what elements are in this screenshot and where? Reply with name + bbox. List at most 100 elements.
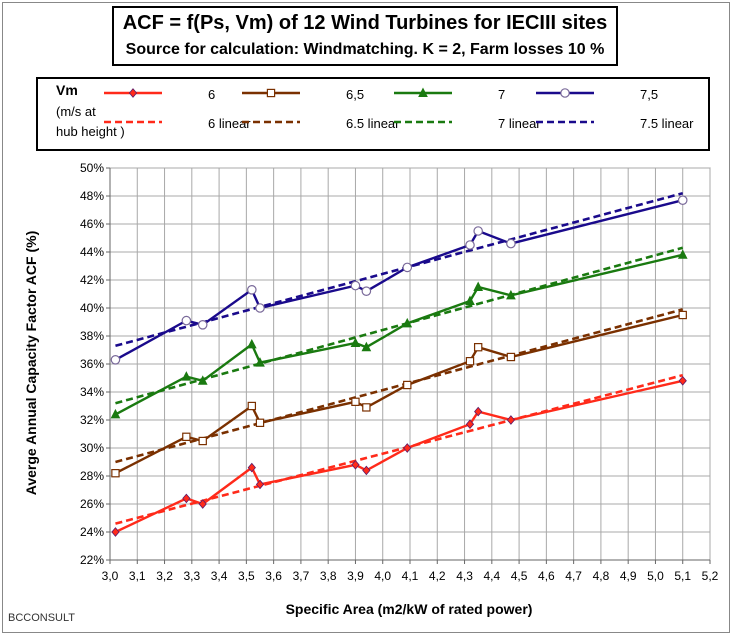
data-point bbox=[247, 462, 256, 473]
legend: Vm (m/s at hub height ) 6 6 linear 6,5 6… bbox=[36, 77, 710, 151]
data-point bbox=[198, 499, 207, 509]
y-tick-label: 32% bbox=[80, 413, 104, 427]
trend-line-3 bbox=[115, 191, 684, 348]
y-tick-label: 48% bbox=[80, 189, 104, 203]
y-tick-label: 34% bbox=[80, 385, 104, 399]
data-point bbox=[110, 408, 121, 419]
legend-label-6-5: 6,5 bbox=[346, 87, 365, 102]
data-point bbox=[402, 317, 413, 328]
x-tick-label: 3,3 bbox=[183, 569, 200, 583]
data-point bbox=[255, 303, 265, 313]
data-point bbox=[474, 406, 483, 417]
data-point bbox=[465, 295, 475, 306]
x-tick-label: 3,4 bbox=[211, 569, 228, 583]
data-point bbox=[246, 338, 257, 349]
x-tick-label: 5,1 bbox=[674, 569, 691, 583]
x-tick-label: 4,2 bbox=[429, 569, 446, 583]
legend-label-7-5: 7,5 bbox=[640, 87, 659, 102]
y-tick-label: 46% bbox=[80, 217, 104, 231]
legend-subheader-2: hub height ) bbox=[56, 124, 125, 139]
x-tick-label: 4,1 bbox=[402, 569, 419, 583]
data-point bbox=[402, 262, 413, 273]
x-tick-label: 3,8 bbox=[320, 569, 337, 583]
data-point bbox=[677, 249, 688, 259]
chart-subtitle: Source for calculation: Windmatching. K … bbox=[125, 41, 605, 58]
data-point bbox=[473, 281, 484, 292]
y-tick-label: 38% bbox=[80, 329, 104, 343]
x-tick-label: 3,2 bbox=[156, 569, 173, 583]
y-tick-label: 22% bbox=[80, 553, 104, 567]
x-tick-label: 5,0 bbox=[647, 569, 664, 583]
y-tick-label: 28% bbox=[80, 469, 104, 483]
y-tick-label: 42% bbox=[80, 273, 104, 287]
trend-line-1 bbox=[115, 308, 684, 464]
x-tick-label: 3,6 bbox=[265, 569, 282, 583]
x-tick-label: 4,7 bbox=[565, 569, 582, 583]
data-point bbox=[506, 352, 516, 362]
y-tick-label: 30% bbox=[80, 441, 104, 455]
data-point bbox=[465, 240, 475, 250]
y-tick-label: 36% bbox=[80, 357, 104, 371]
data-point bbox=[350, 280, 361, 291]
y-tick-label: 24% bbox=[80, 525, 104, 539]
axis-layer: 22% 24% 26% 28% 30% 32% 34% 36% 38% 40% 42% 44% 46% 4… bbox=[80, 161, 719, 583]
footer-credit: BCCONSULT bbox=[8, 612, 76, 624]
x-tick-label: 4,0 bbox=[374, 569, 391, 583]
legend-label-6-5-linear: 6.5 linear bbox=[346, 116, 400, 131]
data-point bbox=[351, 397, 360, 407]
data-point bbox=[678, 310, 687, 320]
data-point bbox=[361, 341, 372, 352]
data-point bbox=[255, 479, 265, 490]
legend-label-6: 6 bbox=[208, 87, 216, 102]
chart-title: ACF = f(Ps, Vm) of 12 Wind Turbines for … bbox=[122, 12, 608, 34]
data-point bbox=[182, 493, 191, 504]
data-point bbox=[255, 357, 265, 367]
data-point bbox=[361, 286, 372, 296]
data-point bbox=[197, 319, 208, 330]
data-point bbox=[403, 443, 412, 453]
legend-subheader-1: (m/s at bbox=[56, 104, 96, 119]
trend-line-0 bbox=[115, 373, 684, 525]
data-point bbox=[247, 284, 257, 295]
data-point bbox=[678, 375, 687, 386]
data-point bbox=[351, 459, 360, 470]
data-point bbox=[182, 432, 191, 442]
legend-label-7-linear: 7 linear bbox=[498, 116, 541, 131]
data-point bbox=[506, 415, 516, 425]
x-tick-label: 3,5 bbox=[238, 569, 255, 583]
data-point bbox=[677, 195, 688, 205]
data-point bbox=[111, 469, 120, 478]
series-line-2 bbox=[114, 253, 683, 416]
y-axis-label: Averge Annual Capacity Factor ACF (%) bbox=[23, 231, 39, 496]
title-box: ACF = f(Ps, Vm) of 12 Wind Turbines for … bbox=[112, 6, 618, 66]
data-point bbox=[473, 226, 483, 236]
grid-layer bbox=[109, 167, 711, 561]
x-tick-label: 4,3 bbox=[456, 569, 473, 583]
y-tick-label: 44% bbox=[80, 245, 104, 259]
legend-label-7-5-linear: 7.5 linear bbox=[640, 116, 694, 131]
data-point bbox=[247, 401, 257, 411]
data-point bbox=[465, 419, 475, 430]
trend-layer bbox=[115, 191, 684, 525]
legend-label-7: 7 bbox=[498, 87, 506, 102]
x-tick-label: 4,6 bbox=[538, 569, 555, 583]
marker-layer bbox=[110, 195, 688, 537]
x-tick-label: 3,9 bbox=[347, 569, 364, 583]
y-tick-label: 50% bbox=[80, 161, 104, 175]
x-tick-label: 5,2 bbox=[702, 569, 719, 583]
data-point bbox=[255, 418, 265, 428]
x-tick-label: 3,0 bbox=[102, 569, 119, 583]
data-point bbox=[110, 354, 121, 365]
x-tick-label: 4,5 bbox=[511, 569, 528, 583]
data-point bbox=[111, 527, 120, 537]
trend-line-2 bbox=[115, 246, 684, 405]
x-tick-label: 4,9 bbox=[620, 569, 637, 583]
data-point bbox=[506, 238, 516, 249]
data-point bbox=[197, 375, 208, 385]
x-tick-label: 3,1 bbox=[129, 569, 146, 583]
legend-header: Vm bbox=[56, 82, 78, 98]
data-point bbox=[362, 403, 371, 412]
data-point bbox=[465, 357, 475, 366]
x-tick-label: 3,7 bbox=[293, 569, 310, 583]
